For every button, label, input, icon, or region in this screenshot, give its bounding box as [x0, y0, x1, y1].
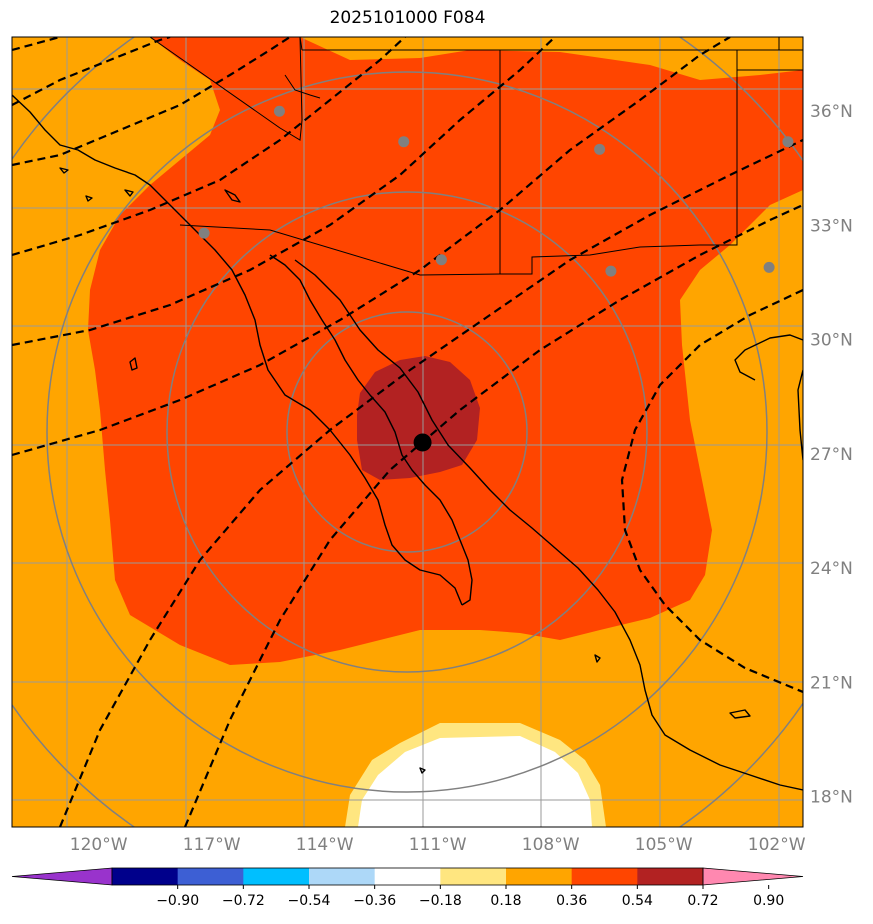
colorbar-segment — [243, 868, 310, 885]
colorbar-segment — [112, 868, 179, 885]
graticule — [12, 37, 803, 827]
colorbar-tick-label: −0.72 — [222, 893, 265, 909]
station-marker — [605, 265, 617, 277]
colorbar-extend-low — [11, 867, 113, 886]
latitude-label: 24°N — [810, 559, 853, 579]
colorbar-segment — [571, 868, 638, 885]
latitude-label: 33°N — [810, 216, 853, 236]
coastlines — [12, 94, 803, 791]
field-region-none — [358, 736, 592, 827]
longitude-labels: 120°W 117°W 114°W 111°W 108°W 105°W 102°W — [70, 835, 806, 855]
range-ring-1 — [286, 311, 528, 553]
colorbar-tick-label: 0.72 — [687, 893, 718, 909]
colorbar: −0.90 −0.72 −0.54 −0.36 −0.18 0.18 0.36 0.54 0.7… — [11, 867, 804, 909]
colorbar-tick-label: 0.36 — [556, 893, 587, 909]
colorbar-tick-label: −0.90 — [156, 893, 199, 909]
map-frame — [11, 36, 804, 828]
map-title: 2025101000 F084 — [329, 8, 486, 28]
range-ring-3 — [46, 71, 768, 793]
colorbar-tick-label: −0.18 — [419, 893, 462, 909]
latitude-label: 30°N — [810, 331, 853, 351]
longitude-label: 114°W — [296, 835, 354, 855]
colorbar-segment — [637, 868, 704, 885]
station-marker — [198, 227, 210, 239]
station-marker — [782, 136, 794, 148]
colorbar-tick-label: 0.90 — [753, 893, 784, 909]
longitude-label: 120°W — [70, 835, 128, 855]
colorbar-segment — [506, 868, 573, 885]
colorbar-segment — [374, 868, 441, 885]
station-markers — [198, 105, 794, 277]
latitude-label: 21°N — [810, 673, 853, 693]
longitude-label: 105°W — [635, 835, 693, 855]
colorbar-tick-label: −0.36 — [353, 893, 396, 909]
dashed-contours — [12, 37, 803, 827]
storm-center-marker — [413, 433, 432, 452]
colorbar-frame — [111, 867, 704, 886]
station-marker — [398, 136, 410, 148]
station-marker — [763, 261, 775, 273]
latitude-label: 18°N — [810, 788, 853, 808]
longitude-label: 111°W — [409, 835, 467, 855]
colorbar-segment — [309, 868, 376, 885]
latitude-label: 36°N — [810, 102, 853, 122]
longitude-label: 102°W — [748, 835, 806, 855]
latitude-label: 27°N — [810, 445, 853, 465]
latitude-labels: 36°N 33°N 30°N 27°N 24°N 21°N 18°N — [810, 102, 853, 807]
station-marker — [273, 105, 285, 117]
range-ring-2 — [166, 191, 648, 673]
colorbar-extend-high — [702, 867, 804, 886]
station-marker — [435, 254, 447, 266]
field-region-core — [357, 356, 480, 480]
colorbar-segment — [177, 868, 244, 885]
colorbar-tick-label: 0.18 — [490, 893, 521, 909]
colorbar-segment — [440, 868, 507, 885]
colorbar-tick-label: −0.54 — [288, 893, 331, 909]
longitude-label: 117°W — [183, 835, 241, 855]
station-marker — [594, 143, 606, 155]
colorbar-tick-label: 0.54 — [622, 893, 653, 909]
longitude-label: 108°W — [522, 835, 580, 855]
